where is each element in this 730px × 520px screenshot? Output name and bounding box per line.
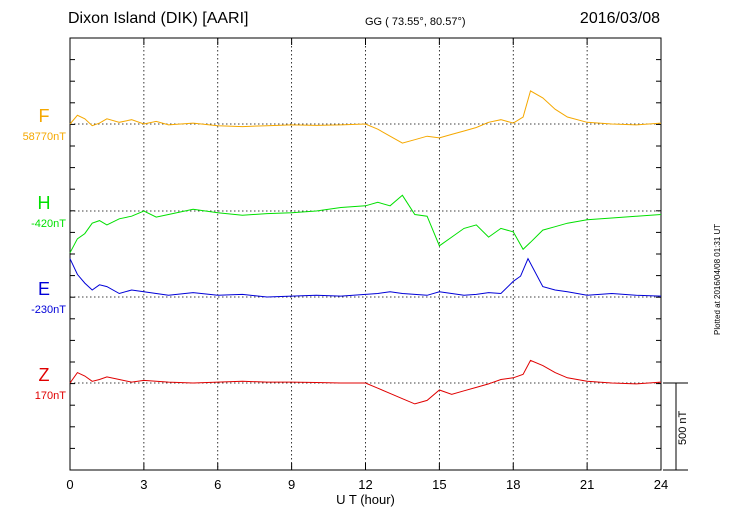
series-name-F: F [39, 106, 50, 126]
series-baseline-Z: 170nT [35, 390, 66, 402]
x-tick-label: 3 [140, 477, 147, 492]
series-line-Z [69, 359, 662, 405]
x-tick-label: 21 [580, 477, 594, 492]
x-tick-label: 6 [214, 477, 221, 492]
x-tick-label: 15 [432, 477, 446, 492]
geographic-coords: GG ( 73.55°, 80.57°) [365, 16, 466, 28]
scale-bar [663, 382, 688, 471]
grid [70, 38, 661, 470]
x-tick-label: 9 [288, 477, 295, 492]
station-title: Dixon Island (DIK) [AARI] [68, 10, 249, 27]
plotted-note: Plotted at 2016/04/08 01:31 UT [713, 223, 722, 335]
series-baseline-E: -230nT [31, 304, 66, 316]
series-name-Z: Z [39, 365, 50, 385]
series-line-F [69, 90, 662, 144]
scale-label: 500 nT [677, 410, 689, 445]
series-line-E [69, 257, 662, 298]
x-tick-label: 24 [654, 477, 668, 492]
axes: 0 3 6 9 12 15 18 21 24 U T (hour) [66, 38, 668, 507]
series-baseline-H: -420nT [31, 218, 66, 230]
series-labels: F 58770nT H -420nT E -230nT Z 170nT [23, 106, 67, 402]
x-tick-label: 12 [358, 477, 372, 492]
series-line-H [69, 194, 662, 254]
series-baseline-F: 58770nT [23, 131, 67, 143]
date-label: 2016/03/08 [579, 10, 660, 27]
series [69, 90, 662, 405]
x-tick-label: 0 [66, 477, 73, 492]
x-axis-label: U T (hour) [336, 492, 395, 507]
series-name-H: H [38, 193, 51, 213]
x-tick-label: 18 [506, 477, 520, 492]
series-name-E: E [38, 279, 50, 299]
